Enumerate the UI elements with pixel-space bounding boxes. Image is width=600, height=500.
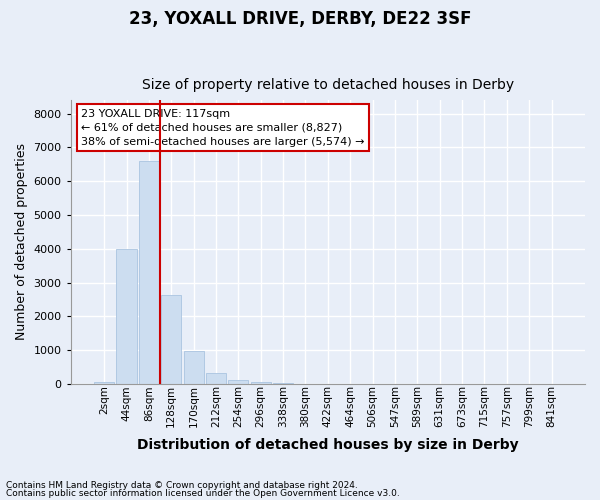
Bar	[251, 382, 271, 384]
X-axis label: Distribution of detached houses by size in Derby: Distribution of detached houses by size …	[137, 438, 518, 452]
Bar	[161, 296, 181, 384]
Bar	[184, 352, 203, 384]
Bar	[94, 382, 114, 384]
Bar	[139, 161, 159, 384]
Bar	[116, 250, 137, 384]
Bar	[229, 380, 248, 384]
Y-axis label: Number of detached properties: Number of detached properties	[15, 144, 28, 340]
Text: 23, YOXALL DRIVE, DERBY, DE22 3SF: 23, YOXALL DRIVE, DERBY, DE22 3SF	[129, 10, 471, 28]
Bar	[206, 373, 226, 384]
Text: Contains public sector information licensed under the Open Government Licence v3: Contains public sector information licen…	[6, 488, 400, 498]
Text: Contains HM Land Registry data © Crown copyright and database right 2024.: Contains HM Land Registry data © Crown c…	[6, 481, 358, 490]
Bar	[273, 383, 293, 384]
Text: 23 YOXALL DRIVE: 117sqm
← 61% of detached houses are smaller (8,827)
38% of semi: 23 YOXALL DRIVE: 117sqm ← 61% of detache…	[81, 108, 364, 146]
Title: Size of property relative to detached houses in Derby: Size of property relative to detached ho…	[142, 78, 514, 92]
